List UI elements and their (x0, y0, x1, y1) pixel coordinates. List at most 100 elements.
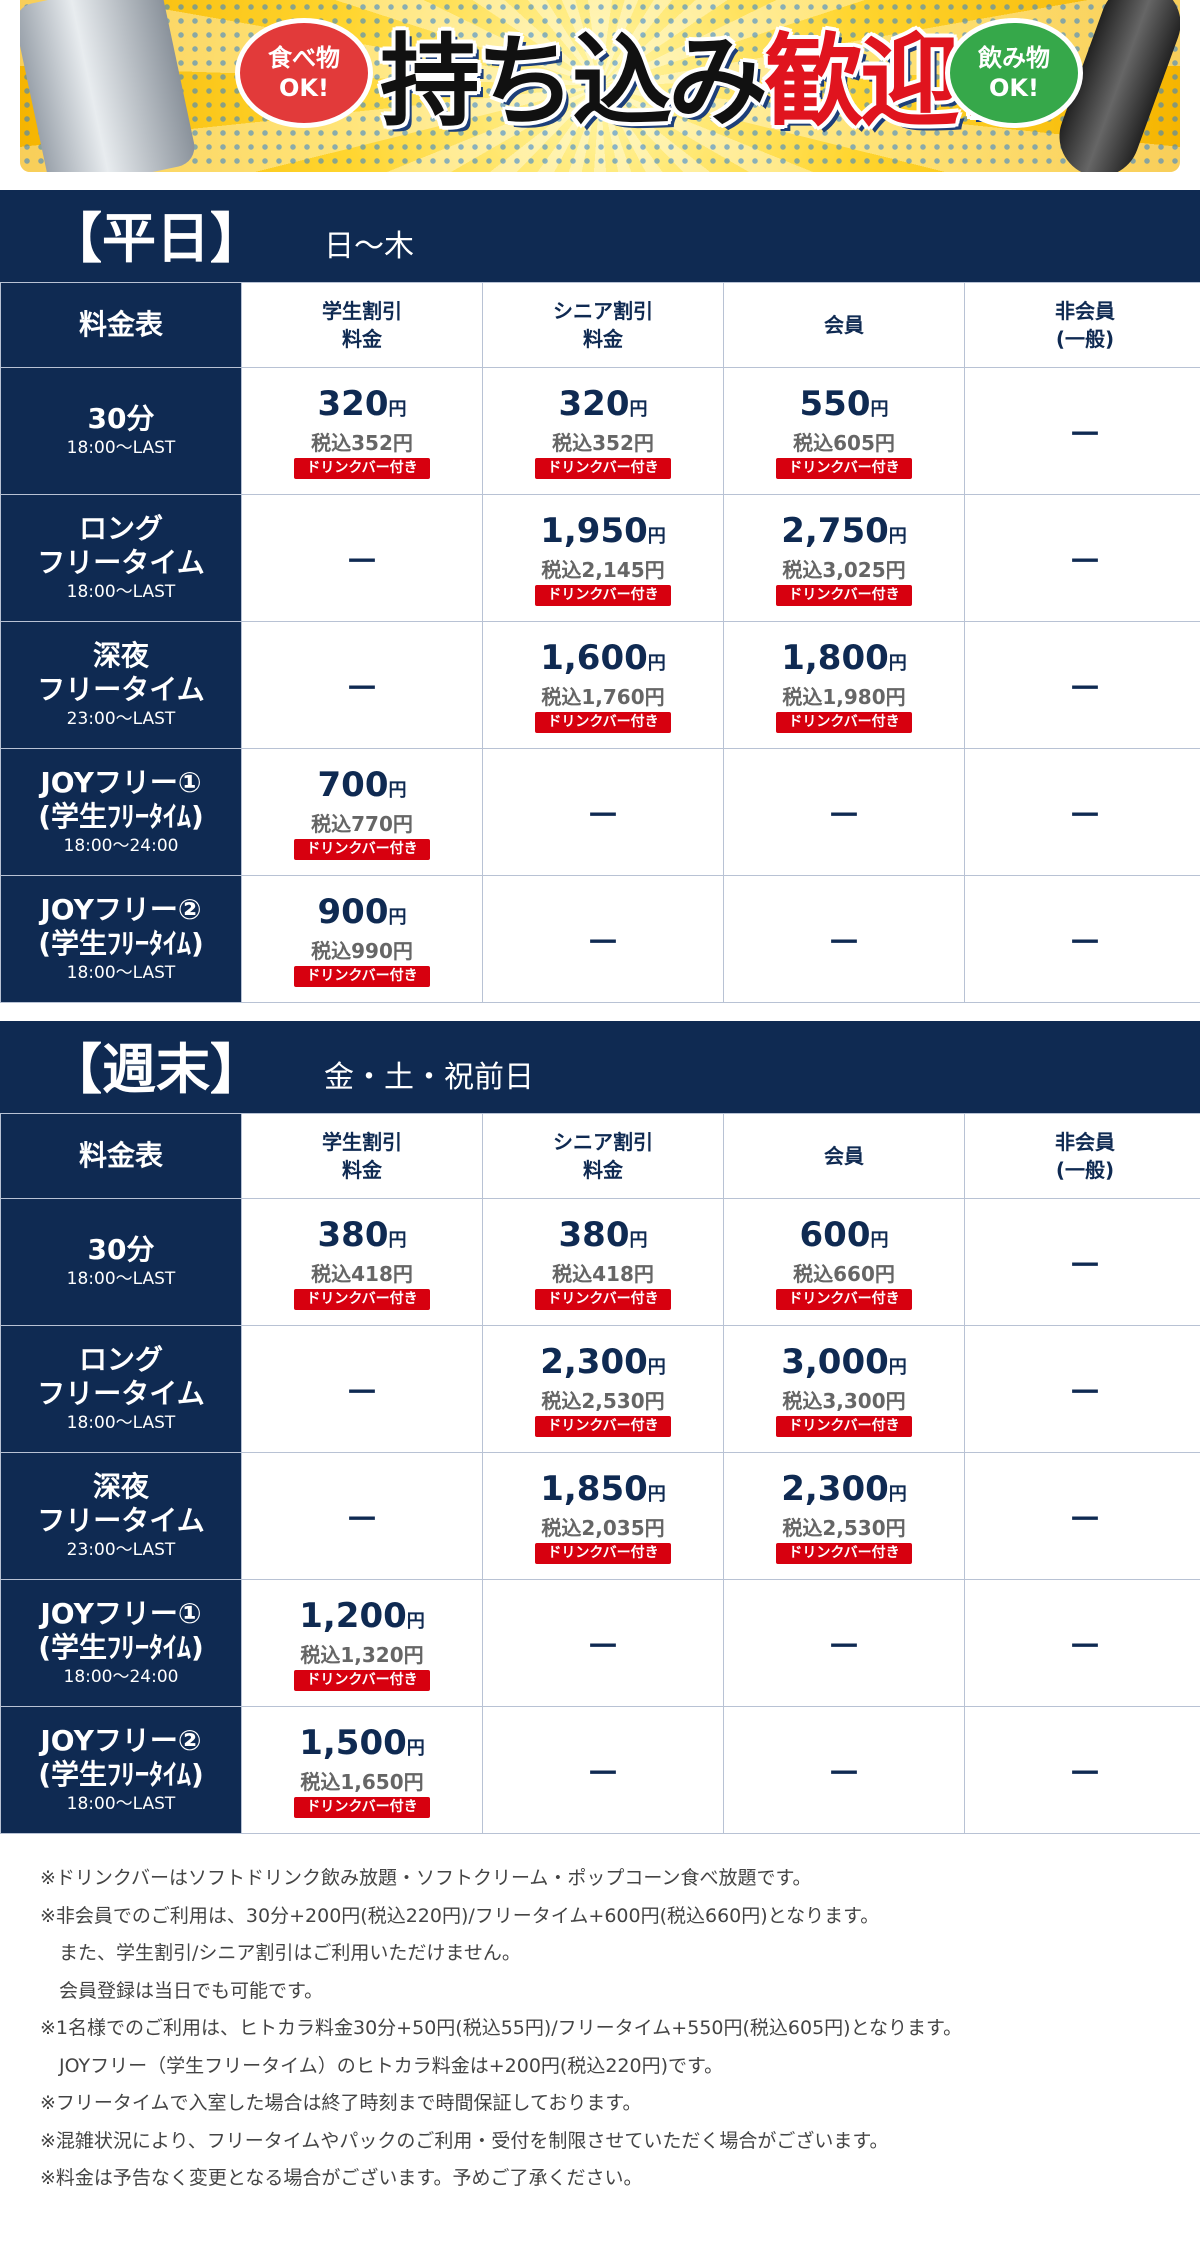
header-text: 料金 (583, 1158, 623, 1182)
label-text: (学生ﾌﾘｰﾀｲﾑ) (38, 800, 204, 833)
price-cell: － (964, 1452, 1200, 1580)
tax-price: 税込2,530円 (782, 1515, 906, 1540)
row-label: JOYフリー② (学生ﾌﾘｰﾀｲﾑ) 18:00～LAST (0, 1706, 242, 1834)
price: 320円 (483, 384, 723, 430)
tax-price: 税込2,530円 (541, 1388, 665, 1413)
section-header: 【平日】 日～木 (0, 190, 1200, 282)
price: 380円 (483, 1215, 723, 1261)
header-text: (一般) (1055, 327, 1115, 351)
label-text: (学生ﾌﾘｰﾀｲﾑ) (38, 927, 204, 960)
header-text: 料金表 (78, 308, 163, 341)
price-cell: － (964, 1706, 1200, 1834)
header-text: 料金表 (78, 1139, 163, 1172)
header-text: 料金 (342, 327, 382, 351)
banner-title: 持ち込み歓迎! (380, 12, 1002, 152)
dash: － (1068, 1499, 1102, 1540)
header-text: 会員 (824, 1144, 864, 1168)
tax-price: 税込605円 (793, 430, 895, 455)
dash: － (827, 795, 861, 836)
sections: 【平日】 日～木 料金表 学生割引 料金 シニア割引 料金 会員 非会員 (一般) 30分 18:00… (0, 190, 1200, 1834)
price-unit: 円 (888, 1483, 907, 1505)
price-unit: 円 (870, 1229, 889, 1251)
time-range: 23:00～LAST (66, 709, 176, 729)
time-range: 18:00～LAST (66, 438, 176, 458)
header-text: シニア割引 (553, 1130, 653, 1154)
time-range: 18:00～24:00 (63, 1667, 179, 1687)
price-value: 1,200 (299, 1595, 407, 1636)
price-cell: － (964, 1579, 1200, 1707)
label-text: JOYフリー② (40, 1724, 202, 1757)
dash: － (1068, 1626, 1102, 1667)
price: 900円 (242, 892, 482, 938)
price-cell: 1,200円 税込1,320円 ドリンクバー付き (241, 1579, 483, 1707)
price-cell: 2,300円 税込2,530円 ドリンクバー付き (482, 1325, 724, 1453)
price-value: 380 (317, 1214, 389, 1255)
price-row: 30分 18:00～LAST 320円 税込352円 ドリンクバー付き 320円 税込352… (0, 367, 1200, 495)
price: 2,300円 (724, 1469, 964, 1515)
price: 1,800円 (724, 638, 964, 684)
header-cell: 非会員 (一般) (964, 1113, 1200, 1199)
price-unit: 円 (388, 906, 407, 928)
bubble-text: OK! (279, 74, 329, 102)
price-row: ロング フリータイム 18:00～LAST － 2,300円 税込2,530円 ドリンクバー… (0, 1325, 1200, 1453)
price: 700円 (242, 765, 482, 811)
price-cell: － (241, 494, 483, 622)
time-range: 23:00～LAST (66, 1540, 176, 1560)
price: 320円 (242, 384, 482, 430)
row-label: JOYフリー① (学生ﾌﾘｰﾀｲﾑ) 18:00～24:00 (0, 748, 242, 876)
drink-bar-badge: ドリンクバー付き (294, 457, 430, 479)
label-text: (学生ﾌﾘｰﾀｲﾑ) (38, 1631, 204, 1664)
price-unit: 円 (647, 1356, 666, 1378)
price: 1,850円 (483, 1469, 723, 1515)
price-cell: － (964, 748, 1200, 876)
note-line: ※フリータイムで入室した場合は終了時刻まで時間保証しております。 (40, 2092, 642, 2114)
label-text: 30分 (87, 1233, 155, 1266)
dash: － (827, 1753, 861, 1794)
label-text: ロング (78, 512, 163, 545)
drink-bar-badge: ドリンクバー付き (776, 1288, 912, 1310)
notes: ※ドリンクバーはソフトドリンク飲み放題・ソフトクリーム・ポップコーン食べ放題です… (0, 1834, 1200, 2198)
label-text: ロング (78, 1343, 163, 1376)
row-label: JOYフリー② (学生ﾌﾘｰﾀｲﾑ) 18:00～LAST (0, 875, 242, 1003)
header-text: シニア割引 (553, 299, 653, 323)
price-value: 3,000 (781, 1341, 889, 1382)
drink-bar-badge: ドリンクバー付き (535, 1542, 671, 1564)
price-value: 550 (799, 383, 871, 424)
header-cell: シニア割引 料金 (482, 282, 724, 368)
price-cell: － (723, 875, 965, 1003)
label-text: JOYフリー② (40, 893, 202, 926)
section-subtitle: 日～木 (324, 229, 414, 264)
price-cell: － (723, 748, 965, 876)
tax-price: 税込990円 (311, 938, 413, 963)
price-unit: 円 (406, 1610, 425, 1632)
price-unit: 円 (388, 779, 407, 801)
header-cell: 非会員 (一般) (964, 282, 1200, 368)
price-unit: 円 (388, 1229, 407, 1251)
dash: － (1068, 668, 1102, 709)
price-unit: 円 (647, 525, 666, 547)
price-cell: － (482, 1706, 724, 1834)
note-line: ※混雑状況により、フリータイムやパックのご利用・受付を制限させていただく場合がご… (40, 2129, 889, 2152)
tax-price: 税込352円 (311, 430, 413, 455)
price-cell: 3,000円 税込3,300円 ドリンクバー付き (723, 1325, 965, 1453)
price-cell: 700円 税込770円 ドリンクバー付き (241, 748, 483, 876)
price-cell: 1,800円 税込1,980円 ドリンクバー付き (723, 621, 965, 749)
food-ok-bubble: 食べ物 OK! (235, 18, 373, 128)
tax-price: 税込1,980円 (782, 684, 906, 709)
note-line: ※1名様でのご利用は、ヒトカラ料金30分+50円(税込55円)/フリータイム+5… (40, 2017, 963, 2039)
bubble-text: 食べ物 (268, 44, 340, 72)
price-cell: － (723, 1706, 965, 1834)
header-cell: 料金表 (0, 1113, 242, 1199)
header-text: 料金 (583, 327, 623, 351)
header-text: 学生割引 (322, 1130, 402, 1154)
note-line: ※ドリンクバーはソフトドリンク飲み放題・ソフトクリーム・ポップコーン食べ放題です… (40, 1867, 812, 1889)
drink-bar-badge: ドリンクバー付き (294, 965, 430, 987)
dash: － (345, 541, 379, 582)
price-row: 深夜 フリータイム 23:00～LAST － 1,850円 税込2,035円 ドリンクバー付… (0, 1452, 1200, 1580)
price: 1,500円 (242, 1723, 482, 1769)
price-table: 料金表 学生割引 料金 シニア割引 料金 会員 非会員 (一般) 30分 18:00～LAST 38… (0, 1113, 1200, 1834)
price: 2,750円 (724, 511, 964, 557)
header-row: 料金表 学生割引 料金 シニア割引 料金 会員 非会員 (一般) (0, 1113, 1200, 1199)
drink-bar-badge: ドリンクバー付き (535, 1288, 671, 1310)
